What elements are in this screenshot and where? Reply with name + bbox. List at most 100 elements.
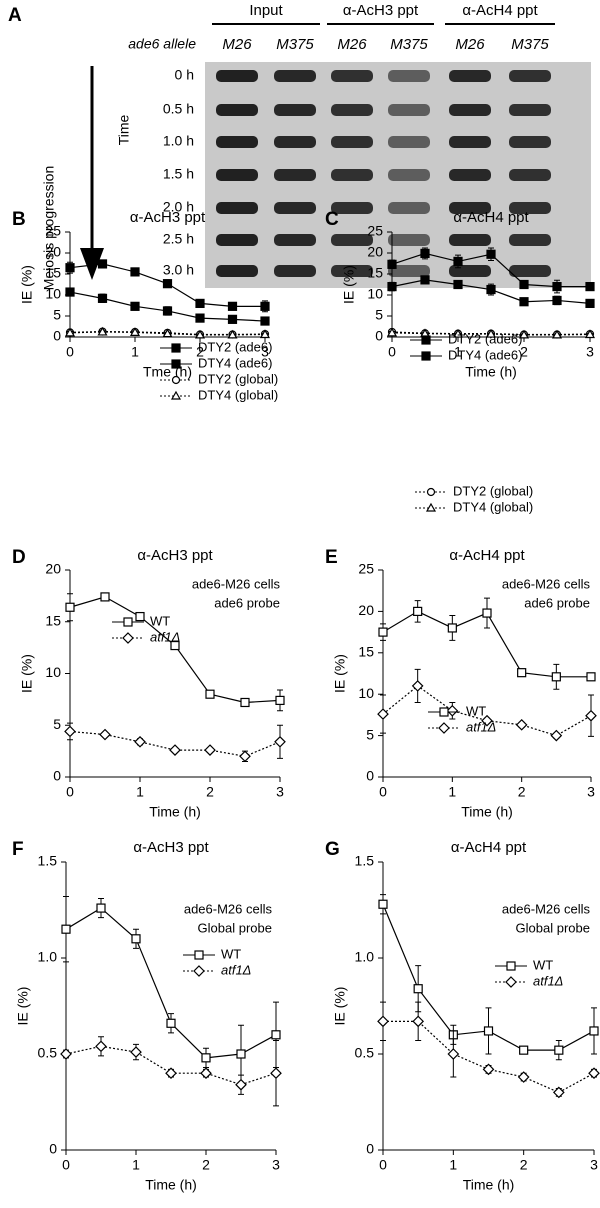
marker [162,328,173,338]
legend-label: atf1Δ [221,962,251,977]
time-label: 2.0 h [163,199,194,215]
band [274,169,316,181]
x-axis-label: Time (h) [465,364,517,380]
x-tick-label: 3 [587,784,595,800]
band [331,104,373,116]
marker [205,689,215,699]
band [509,104,551,116]
marker [439,707,449,717]
marker [552,282,562,292]
y-tick-label: 0 [49,1141,57,1157]
marker [97,259,108,269]
band [449,70,491,82]
marker [204,744,216,756]
marker [200,1067,212,1080]
marker [122,632,134,644]
x-tick-label: 1 [132,1157,140,1173]
panel-label: G [325,839,340,860]
panel-label: A [8,5,22,26]
marker [65,602,75,612]
marker [123,617,133,627]
marker [483,1026,494,1036]
y-tick-label: 15 [45,612,61,628]
marker [584,329,596,339]
annotation: ade6-M26 cells [192,576,281,591]
marker [551,329,563,339]
marker [420,248,430,259]
marker [260,301,270,311]
marker [171,375,181,385]
marker [482,1063,495,1076]
marker [134,735,146,748]
marker [131,934,141,944]
band [216,70,258,82]
marker [64,327,76,337]
group-label: α-AcH4 ppt [462,2,538,19]
x-tick-label: 1 [136,784,144,800]
marker [506,961,516,971]
legend-label: atf1Δ [533,973,563,988]
marker [166,1018,176,1028]
chart-title: α-AcH3 ppt [130,209,206,226]
marker [260,316,270,326]
band [216,104,258,116]
marker [130,1046,142,1058]
band [274,234,316,246]
arrow-head [80,248,104,280]
legend-label: DTY2 (global) [453,483,533,498]
group-label: Input [249,2,283,19]
allele-label: M26 [455,36,485,53]
legend-label: WT [466,703,486,718]
y-tick-label: 15 [45,265,61,281]
marker [386,327,398,337]
panel-label: E [325,547,338,568]
band [216,202,258,214]
y-tick-label: 0.5 [355,1045,375,1061]
y-tick-label: 0 [366,768,374,784]
marker [421,351,431,361]
band [509,234,551,246]
marker [585,298,595,308]
marker [447,1048,460,1060]
band [388,265,430,277]
marker [554,1045,564,1055]
marker [270,1067,282,1080]
band [509,265,551,277]
band [274,136,316,148]
y-tick-label: 1.0 [355,949,375,965]
time-label: 0.5 h [163,101,194,117]
marker [387,259,397,269]
marker [378,627,388,637]
marker [194,329,206,339]
band [331,136,373,148]
legend-label: WT [533,957,553,972]
band [331,265,373,277]
marker [426,487,436,497]
x-tick-label: 0 [379,1157,387,1173]
y-axis-label: IE (%) [332,987,348,1026]
marker [588,1067,600,1080]
marker [551,672,561,682]
x-tick-label: 0 [379,784,387,800]
panel-label: B [12,209,26,230]
y-tick-label: 5 [366,726,374,742]
marker [517,1071,530,1083]
marker [377,1015,389,1028]
band [449,136,491,148]
y-tick-label: 5 [53,716,61,732]
marker [377,708,389,720]
band [388,70,430,82]
panel-label: C [325,209,339,230]
band [331,234,373,246]
marker [227,329,238,339]
annotation: ade6-M26 cells [184,901,273,916]
legend-label: DTY4 (global) [198,387,278,402]
panel-label: D [12,547,26,568]
marker [61,924,71,934]
x-axis-label: Tme (h) [143,364,192,380]
band [449,104,491,116]
band [216,136,258,148]
x-tick-label: 3 [590,1157,598,1173]
annotation: ade6 probe [524,595,590,610]
allele-label: ade6 allele [128,36,196,52]
